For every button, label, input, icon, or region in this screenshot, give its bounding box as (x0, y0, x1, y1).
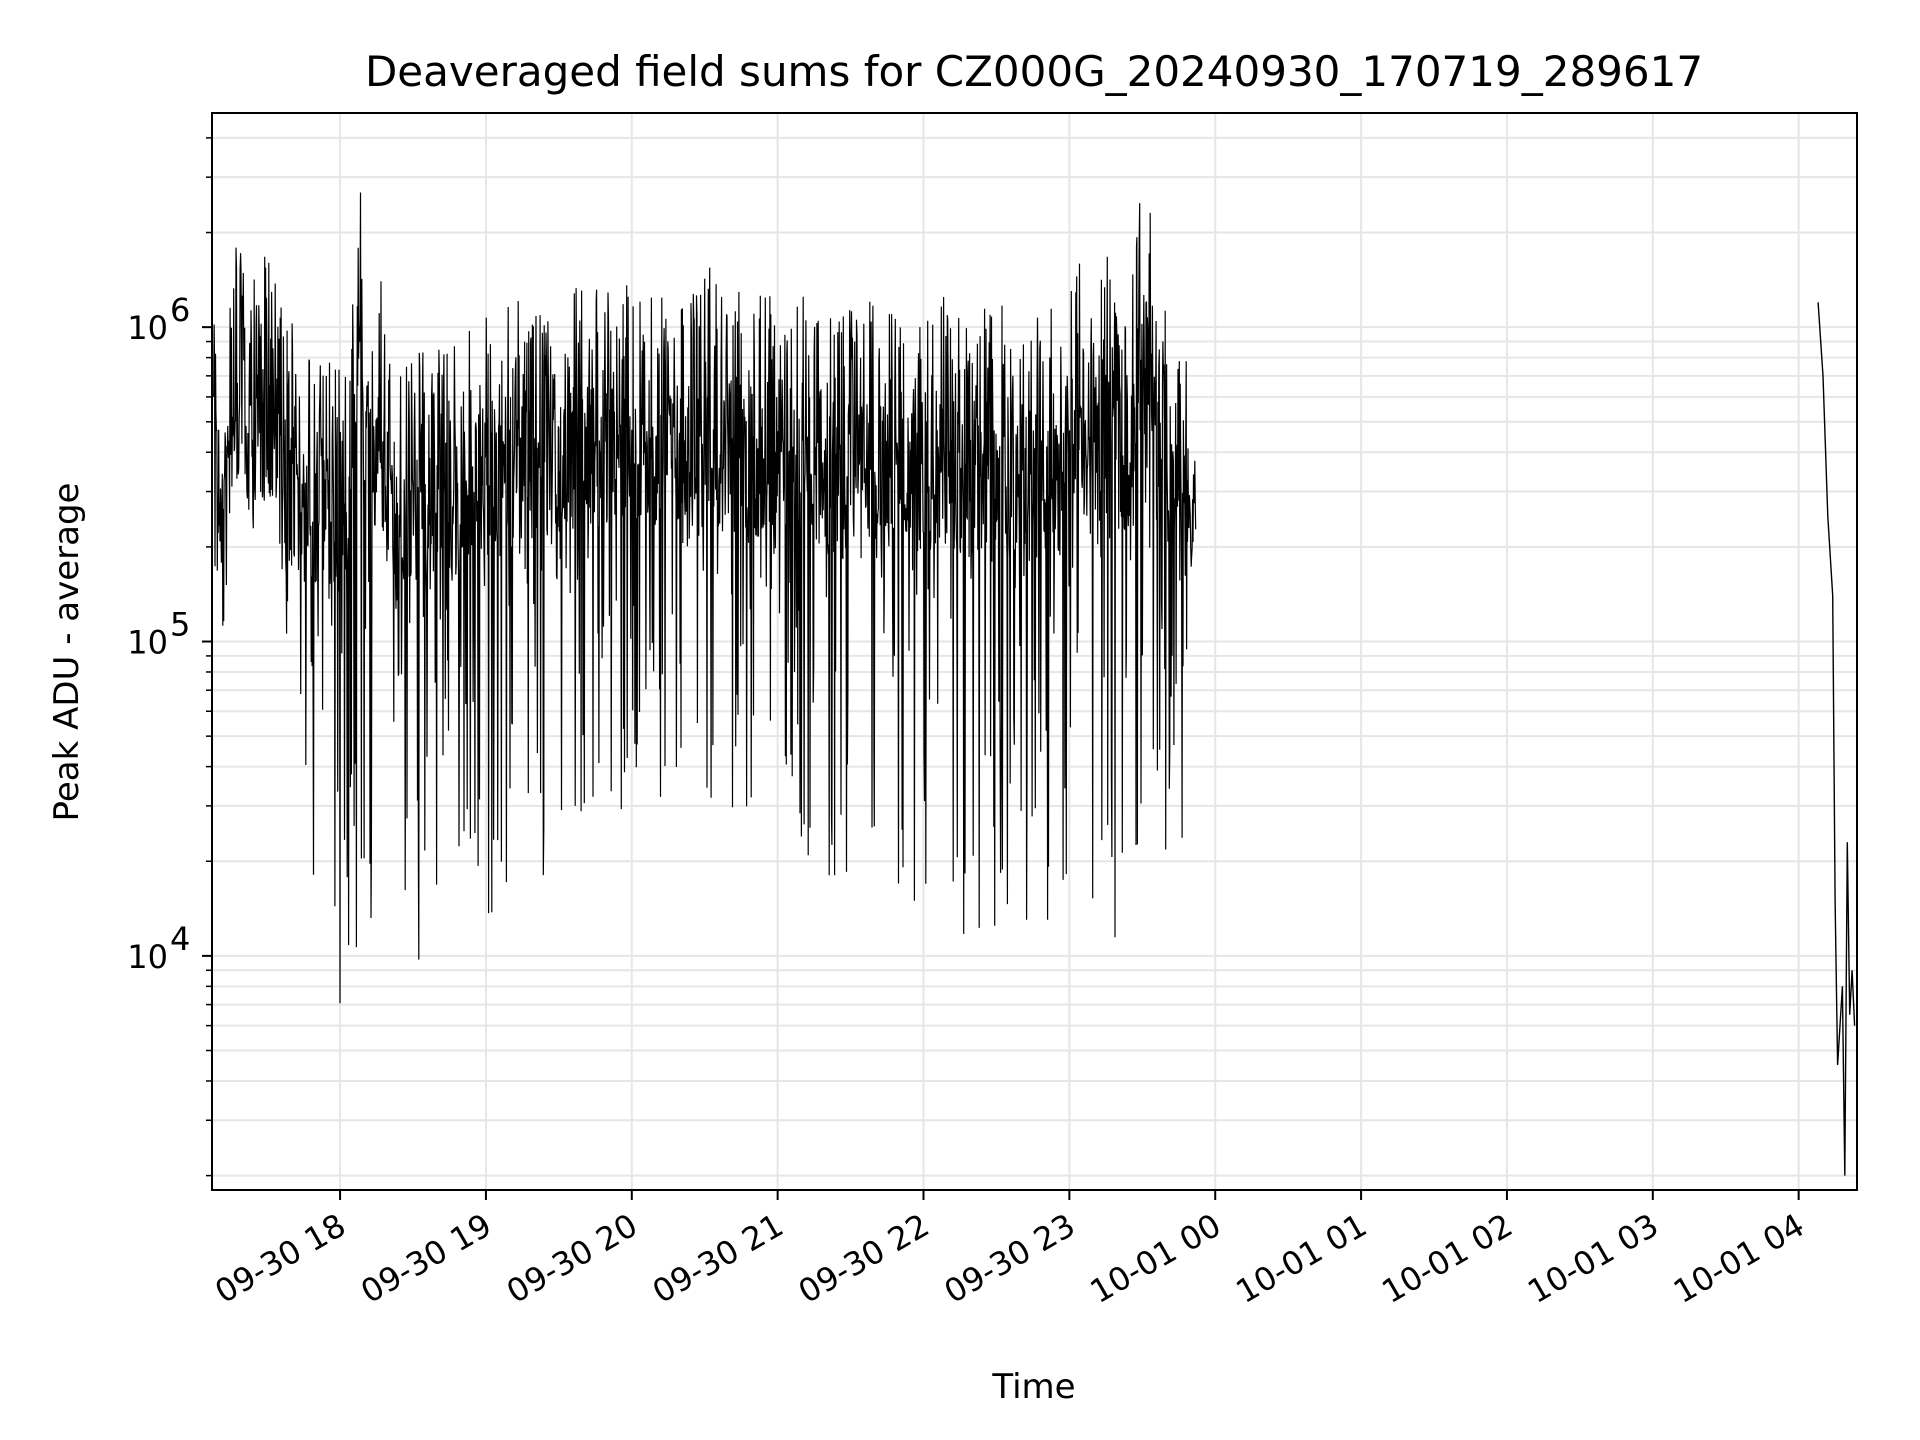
x-tick-label: 09-30 18 (208, 1206, 352, 1311)
y-tick-exponent: 5 (170, 606, 190, 644)
grid-lines (212, 113, 1857, 1190)
y-tick-label: 10 (127, 309, 168, 347)
chart-title: Deaveraged field sums for CZ000G_2024093… (365, 47, 1703, 96)
y-tick-label: 10 (127, 624, 168, 662)
y-tick-label: 10 (127, 938, 168, 976)
x-tick-label: 09-30 19 (354, 1206, 498, 1311)
x-tick-label: 09-30 21 (646, 1206, 790, 1311)
x-tick-label: 10-01 01 (1229, 1206, 1373, 1311)
y-tick-exponent: 6 (170, 291, 190, 329)
series-line-tail (1817, 302, 1856, 1176)
data-series (213, 192, 1856, 1176)
y-axis-label: Peak ADU - average (47, 483, 87, 822)
x-tick-label: 09-30 20 (500, 1206, 644, 1311)
x-tick-label: 10-01 03 (1521, 1206, 1665, 1311)
plot-frame (211, 112, 1858, 1191)
y-tick-exponent: 4 (170, 920, 190, 958)
x-tick-label: 09-30 22 (792, 1206, 936, 1311)
x-axis-label: Time (991, 1367, 1075, 1407)
x-tick-label: 09-30 23 (938, 1206, 1082, 1311)
series-line-main (213, 192, 1197, 1004)
x-tick-label: 10-01 00 (1084, 1206, 1228, 1311)
x-tick-label: 10-01 04 (1667, 1206, 1811, 1311)
x-tick-label: 10-01 02 (1375, 1206, 1519, 1311)
